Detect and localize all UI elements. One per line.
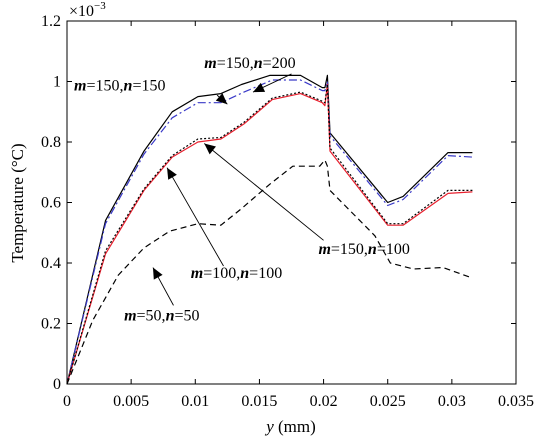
series-line-1 <box>66 74 473 385</box>
annotation-label: m=150,n=200 <box>204 55 295 72</box>
annotation: m=150,n=150 <box>74 78 228 105</box>
annotation-arrowhead <box>204 143 216 155</box>
annotation-label: m=100,n=100 <box>191 265 282 282</box>
x-tick-label: 0.025 <box>370 393 406 410</box>
y-tick-label: 1 <box>53 74 61 91</box>
annotation-arrowhead <box>167 167 177 180</box>
annotation-arrowhead <box>215 93 228 105</box>
annotation-label: m=150,n=150 <box>74 78 165 95</box>
y-ticks: 0 0.2 0.4 0.6 0.8 1 1.2 <box>41 13 516 393</box>
y-tick-label: 0.6 <box>41 195 61 212</box>
x-tick-label: 0.03 <box>438 393 466 410</box>
y-tick-label: 0.2 <box>41 316 61 333</box>
x-axis-label: y (mm) <box>264 417 316 436</box>
y-tick-label: 0 <box>53 376 61 393</box>
x-ticks: 0 0.005 0.01 0.015 0.02 0.025 0.03 0.035 <box>63 21 534 410</box>
x-tick-label: 0.015 <box>241 393 277 410</box>
y-axis-label: Temperature (°C) <box>8 143 27 262</box>
annotation: m=50,n=50 <box>124 267 200 324</box>
x-tick-label: 0.005 <box>113 393 149 410</box>
annotations: m=150,n=200 m=150,n=150 m=150,n=100 m=100,n… <box>74 55 410 325</box>
y-tick-label: 0.4 <box>41 255 61 272</box>
y-tick-label: 0.8 <box>41 134 61 151</box>
annotation-arrowhead <box>152 267 163 280</box>
annotation: m=150,n=100 <box>203 143 410 258</box>
annotation-label: m=150,n=100 <box>318 241 409 258</box>
x-tick-label: 0 <box>63 393 71 410</box>
y-tick-label: 1.2 <box>41 13 61 30</box>
y-multiplier: ×10−3 <box>69 0 106 20</box>
x-tick-label: 0.02 <box>310 393 338 410</box>
x-tick-label: 0.035 <box>498 393 534 410</box>
annotation: m=150,n=200 <box>204 55 296 93</box>
series-line-3 <box>66 83 473 385</box>
annotation-arrowhead <box>253 82 266 93</box>
x-tick-label: 0.01 <box>181 393 209 410</box>
plot-frame <box>66 20 517 385</box>
annotation: m=100,n=100 <box>166 167 282 282</box>
series-line-2 <box>66 79 473 385</box>
annotation-arrow-line <box>166 167 224 267</box>
series-line-5 <box>66 159 473 385</box>
plot-lines <box>66 74 473 385</box>
series-line-4 <box>66 83 473 385</box>
annotation-arrow-line <box>203 143 324 241</box>
annotation-label: m=50,n=50 <box>124 307 199 324</box>
